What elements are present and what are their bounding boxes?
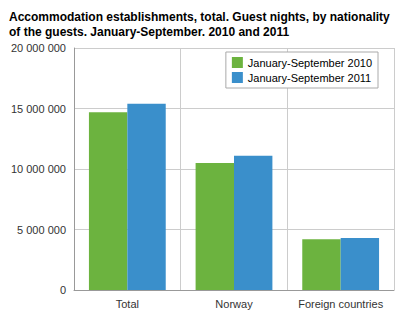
svg-text:5 000 000: 5 000 000 <box>17 224 66 236</box>
svg-text:15 000 000: 15 000 000 <box>11 103 66 115</box>
svg-text:Total: Total <box>116 298 139 310</box>
svg-text:of the guests. January-Septemb: of the guests. January-September. 2010 a… <box>9 25 289 39</box>
svg-text:Accommodation establishments,: Accommodation establishments, total. Gue… <box>9 10 393 24</box>
svg-text:Foreign countries: Foreign countries <box>298 298 383 310</box>
svg-text:10 000 000: 10 000 000 <box>11 163 66 175</box>
svg-text:Norway: Norway <box>215 298 253 310</box>
svg-text:0: 0 <box>60 284 66 296</box>
svg-text:January-September 2011: January-September 2011 <box>248 72 371 84</box>
svg-text:20 000 000: 20 000 000 <box>11 42 66 54</box>
svg-text:January-September 2010: January-September 2010 <box>248 57 372 69</box>
